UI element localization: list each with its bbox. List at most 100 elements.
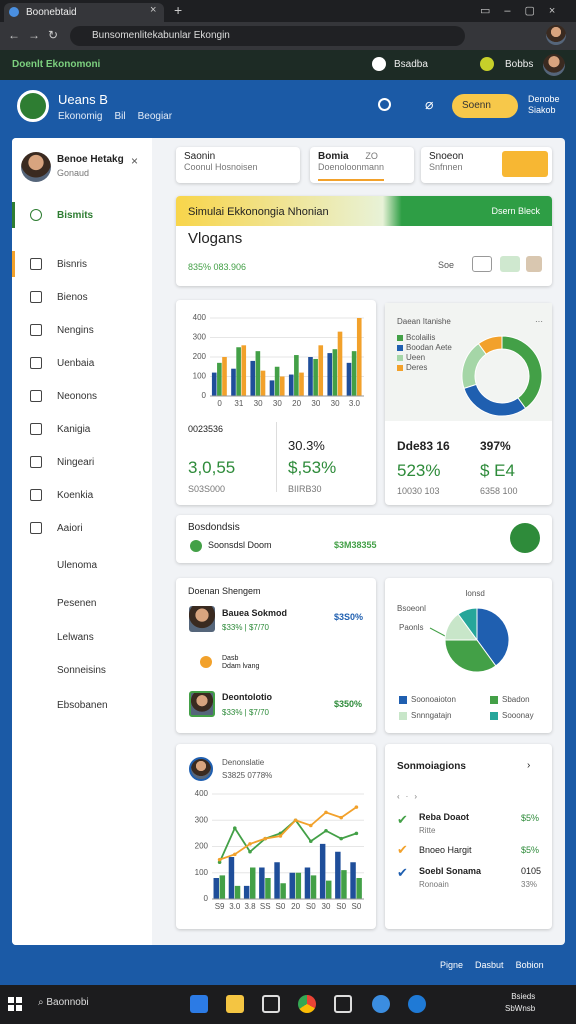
bar bbox=[310, 875, 317, 899]
nav-link[interactable]: Ekonomig bbox=[58, 111, 103, 122]
menu-item[interactable]: Sonneisins bbox=[12, 657, 152, 683]
kpi-label: Dde83 16 bbox=[397, 439, 450, 453]
url-field[interactable]: Bunsomenlitekabunlar Ekongin bbox=[70, 26, 465, 46]
menu-label: Ningeari bbox=[57, 456, 95, 468]
x-tick-label: 30 bbox=[254, 399, 263, 408]
nav-buttons[interactable]: ←→↻ bbox=[8, 28, 67, 42]
line-point bbox=[309, 823, 313, 828]
legend-swatch bbox=[490, 712, 498, 720]
progress-item: Soonsdsl Doom bbox=[208, 540, 272, 550]
legend-swatch bbox=[399, 712, 407, 720]
menu-item[interactable]: Bismits bbox=[12, 202, 152, 228]
bar bbox=[274, 366, 280, 396]
banner-toggle[interactable] bbox=[500, 256, 520, 272]
menu-item[interactable]: Lelwans bbox=[12, 624, 152, 650]
menu-item[interactable]: Uenbaia bbox=[12, 350, 152, 376]
bar bbox=[231, 368, 236, 396]
line-point bbox=[248, 849, 252, 854]
app-icon[interactable] bbox=[190, 995, 208, 1013]
menu-item[interactable]: Aaiori bbox=[12, 515, 152, 541]
taskbar-search[interactable]: ⌕ Baonnobi bbox=[38, 997, 89, 1008]
rec-value: $5% bbox=[521, 813, 540, 823]
recs-more[interactable]: › bbox=[527, 760, 531, 771]
y-tick-label: 100 bbox=[195, 868, 209, 877]
pie-chart: Ionsd Bsoeonl Paonls Soonoaioton Sbadon Snnng… bbox=[397, 589, 534, 720]
banner-heading: Vlogans bbox=[188, 230, 243, 247]
progress-icon[interactable] bbox=[510, 523, 540, 553]
bar bbox=[211, 372, 217, 396]
x-tick-label: 20 bbox=[292, 399, 301, 408]
bookmark[interactable]: Doenlt Ekonomoni bbox=[12, 59, 101, 70]
new-tab[interactable]: + bbox=[174, 2, 183, 18]
x-tick-label: 0 bbox=[217, 399, 222, 408]
progress-title: Bosdondsis bbox=[188, 522, 240, 533]
menu-item[interactable]: Bisnris bbox=[12, 251, 152, 277]
line-point bbox=[354, 805, 359, 809]
extension[interactable]: Bobbs bbox=[505, 59, 534, 70]
banner-button[interactable]: Soe bbox=[438, 260, 455, 270]
notify-icon[interactable] bbox=[378, 98, 391, 111]
menu-item[interactable]: Neonons bbox=[12, 383, 152, 409]
menu-icon bbox=[30, 456, 42, 468]
bar bbox=[308, 357, 313, 396]
bar bbox=[351, 351, 357, 396]
line-point bbox=[293, 818, 298, 823]
app-icon[interactable] bbox=[298, 995, 316, 1013]
x-tick-label: S0 bbox=[306, 902, 316, 911]
app-icon[interactable] bbox=[262, 995, 280, 1013]
menu-icon bbox=[30, 489, 42, 501]
link-icon[interactable]: ⌀ bbox=[425, 96, 434, 112]
bar bbox=[243, 885, 250, 899]
user-role: Gonaud bbox=[57, 168, 90, 178]
person-meta: $33% | $7/70 bbox=[222, 623, 270, 632]
bar bbox=[222, 357, 227, 396]
footer-link[interactable]: Dasbut bbox=[475, 960, 504, 970]
extension[interactable]: Bsadba bbox=[394, 59, 428, 70]
bar bbox=[318, 345, 324, 396]
sidebar: Benoe Hetakg Gonaud × Bismits Bisnris Bien… bbox=[12, 138, 152, 945]
app-icon[interactable] bbox=[372, 995, 390, 1013]
tab[interactable]: Boonebtaid bbox=[4, 3, 164, 22]
line-point bbox=[217, 860, 222, 865]
menu-label: Ulenoma bbox=[57, 559, 98, 571]
menu-item[interactable]: Ulenoma bbox=[12, 552, 152, 578]
profile[interactable] bbox=[543, 54, 565, 76]
search-text: Baonnobi bbox=[46, 997, 89, 1008]
profile[interactable] bbox=[546, 25, 566, 45]
app-icon[interactable] bbox=[408, 995, 426, 1013]
logo bbox=[17, 90, 49, 122]
menu-icon bbox=[30, 258, 42, 270]
menu-item[interactable]: Koenkia bbox=[12, 482, 152, 508]
menu-item[interactable]: Pesenen bbox=[12, 590, 152, 616]
card-title: Snoeon bbox=[429, 151, 464, 162]
app-icon[interactable] bbox=[334, 995, 352, 1013]
recs-toolbar[interactable]: ‹·› bbox=[397, 792, 423, 801]
header-user[interactable]: Denobe Siakob bbox=[528, 94, 560, 115]
footer-link[interactable]: Pigne bbox=[440, 960, 464, 970]
menu-item[interactable]: Nengins bbox=[12, 317, 152, 343]
info-card[interactable]: Saonin Coonul Hosnoisen bbox=[176, 147, 300, 183]
card-action[interactable] bbox=[502, 151, 548, 177]
menu-item[interactable]: Ebsobanen bbox=[12, 692, 152, 718]
info-card[interactable]: Bomia ZO Doenoloonmann bbox=[310, 147, 414, 183]
window-controls[interactable]: ▭–▢× bbox=[480, 5, 570, 17]
app-icon[interactable] bbox=[226, 995, 244, 1013]
nav-link[interactable]: Bil bbox=[114, 111, 126, 122]
menu-item[interactable]: Kanigia bbox=[12, 416, 152, 442]
start-button[interactable] bbox=[8, 997, 22, 1011]
close-sidebar[interactable]: × bbox=[131, 154, 139, 168]
search-button[interactable]: Soenn bbox=[452, 94, 518, 118]
footer-link[interactable]: Bobion bbox=[515, 960, 544, 970]
menu-item[interactable]: Ningeari bbox=[12, 449, 152, 475]
active-marker bbox=[12, 251, 15, 277]
tab-close[interactable]: × bbox=[150, 4, 157, 16]
banner-toggle[interactable] bbox=[526, 256, 542, 272]
banner-toggle[interactable] bbox=[472, 256, 492, 272]
nav-link[interactable]: Beogiar bbox=[137, 111, 173, 122]
legend-label: Soonoaioton bbox=[411, 695, 456, 704]
bar bbox=[234, 885, 241, 899]
menu-item[interactable]: Bienos bbox=[12, 284, 152, 310]
info-card[interactable]: Snoeon Snfnnen bbox=[421, 147, 552, 183]
y-tick-label: 0 bbox=[204, 894, 209, 903]
